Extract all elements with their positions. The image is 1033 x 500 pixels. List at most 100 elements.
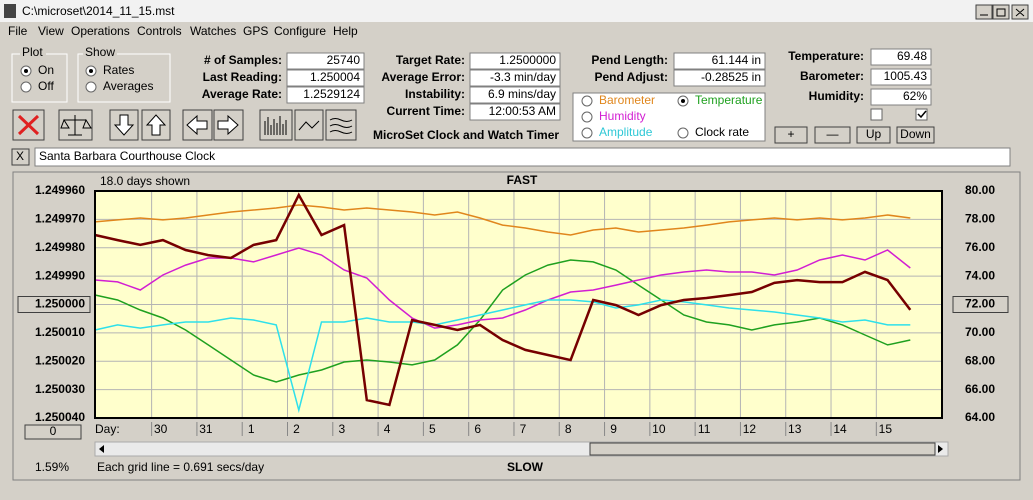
scroll-thumb[interactable]: [589, 442, 936, 456]
radio-label[interactable]: Off: [38, 79, 54, 93]
y2-tick-label[interactable]: 72.00: [965, 297, 995, 311]
menu-item[interactable]: View: [38, 24, 64, 38]
radio-label[interactable]: On: [38, 63, 54, 77]
x-tick-label: 13: [788, 422, 802, 436]
radio[interactable]: [581, 111, 593, 123]
group-frame: [77, 53, 171, 103]
stat-label: Average Error:: [381, 70, 465, 84]
stat-field: [469, 69, 561, 87]
x-tick-label: 10: [652, 422, 666, 436]
y-tick-label: 1.249990: [35, 268, 85, 282]
legend-label[interactable]: Barometer: [599, 93, 655, 107]
y-tick-label: 1.249970: [35, 212, 85, 226]
radio[interactable]: [85, 81, 97, 93]
tool-button[interactable]: [12, 109, 45, 141]
stat-field: [870, 88, 932, 106]
icon: [217, 114, 239, 136]
button-label[interactable]: Down: [900, 127, 931, 141]
window-controls[interactable]: [975, 4, 1029, 20]
x-axis-label: Day:: [95, 422, 120, 436]
clock-name-field[interactable]: [34, 147, 1011, 167]
stat-label: Humidity:: [809, 89, 864, 103]
radio[interactable]: [581, 127, 593, 139]
menu-item[interactable]: Configure: [274, 24, 326, 38]
x-tick-label: 31: [199, 422, 213, 436]
toolbar: [12, 109, 357, 141]
selector-frame: [572, 92, 766, 142]
tool-button[interactable]: [325, 109, 357, 141]
menu-item[interactable]: GPS: [243, 24, 268, 38]
window-title: C:\microset\2014_11_15.mst: [22, 4, 175, 18]
menu-item[interactable]: Watches: [190, 24, 236, 38]
y2-tick-label: 70.00: [965, 325, 995, 339]
stat-label: Temperature:: [788, 49, 864, 63]
legend-label[interactable]: Clock rate: [695, 125, 749, 139]
series-line: [94, 204, 911, 236]
checkbox[interactable]: [915, 108, 928, 121]
x-tick-label: 30: [154, 422, 168, 436]
maximize[interactable]: [992, 4, 1010, 20]
app-icon: [4, 4, 16, 18]
stat-field: [673, 69, 766, 87]
y-tick-label: 1.250030: [35, 382, 85, 396]
menu-item[interactable]: Help: [333, 24, 358, 38]
x-tick-label: 4: [384, 422, 391, 436]
center-button[interactable]: [17, 296, 91, 313]
legend-label[interactable]: Amplitude: [599, 125, 653, 139]
button[interactable]: [774, 126, 808, 144]
y-tick-label[interactable]: 1.250000: [35, 297, 85, 311]
icon: [329, 118, 353, 134]
clear-button[interactable]: [11, 148, 30, 166]
menu-item[interactable]: File: [8, 24, 28, 38]
minimize[interactable]: [975, 4, 993, 20]
button[interactable]: [856, 126, 891, 144]
menu-item[interactable]: Operations: [71, 24, 130, 38]
check-mark: [917, 110, 927, 119]
radio[interactable]: [20, 81, 32, 93]
menu-bar: File View Operations Controls Watches GPS Conf…: [8, 24, 358, 38]
title-bar: [0, 0, 1033, 22]
top-label: FAST: [507, 173, 538, 187]
tool-button[interactable]: [294, 109, 324, 141]
legend-label[interactable]: Humidity: [599, 109, 646, 123]
checkbox[interactable]: [870, 108, 883, 121]
radio-label[interactable]: Rates: [103, 63, 134, 77]
stat-label: # of Samples:: [204, 53, 282, 67]
center-button[interactable]: [952, 296, 1009, 313]
stat-field: [469, 103, 561, 121]
stat-label: Target Rate:: [396, 53, 465, 67]
button-label[interactable]: Up: [866, 127, 882, 141]
group-title-bg: [83, 47, 117, 59]
radio[interactable]: [677, 127, 689, 139]
series-line: [94, 192, 912, 407]
x-tick-label: 8: [565, 422, 572, 436]
radio-label[interactable]: Averages: [103, 79, 153, 93]
button[interactable]: [896, 126, 935, 144]
stat-field: [469, 86, 561, 104]
clear-button-label[interactable]: X: [16, 149, 24, 163]
clock-name[interactable]: Santa Barbara Courthouse Clock: [39, 149, 216, 163]
stat-value: 25740: [327, 53, 361, 67]
y2-tick-label: 80.00: [965, 183, 995, 197]
icon: [298, 120, 320, 131]
icon: [264, 116, 287, 135]
bottom-label: SLOW: [507, 460, 544, 474]
button-label[interactable]: +: [787, 127, 794, 141]
legend-label[interactable]: Temperature: [695, 93, 763, 107]
stat-value: -0.28525 in: [701, 70, 761, 84]
stat-field: [870, 48, 932, 66]
y-tick-label: 1.249980: [35, 240, 85, 254]
x-tick-label: 1: [248, 422, 255, 436]
button-label[interactable]: —: [827, 127, 839, 141]
radio[interactable]: [581, 95, 593, 107]
menu-item[interactable]: Controls: [137, 24, 182, 38]
button[interactable]: [814, 126, 851, 144]
chart: 30 31 1 2 3 4 5 6 7 8 9 10 11 12 13 14 151.2499601.24997…: [17, 173, 1009, 474]
x-tick-label: 15: [879, 422, 893, 436]
x-tick-label: 12: [743, 422, 757, 436]
icon: [186, 114, 208, 136]
offset-button[interactable]: [24, 424, 82, 440]
grid-note: Each grid line = 0.691 secs/day: [97, 460, 264, 474]
offset-label[interactable]: 0: [50, 424, 57, 438]
